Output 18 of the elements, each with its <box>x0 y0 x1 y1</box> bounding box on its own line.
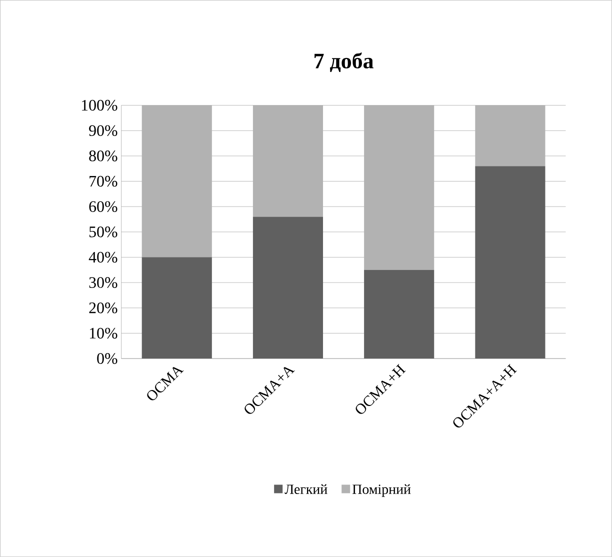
y-tick-label: 0% <box>97 353 118 364</box>
legend-label: Легкий <box>284 484 328 494</box>
legend-label: Помірний <box>352 484 411 497</box>
chart-title: 7 доба <box>314 52 374 72</box>
y-tick-label: 40% <box>88 252 118 263</box>
y-tick-label: 100% <box>82 100 118 111</box>
bar <box>252 216 324 359</box>
y-tick-label: 10% <box>90 328 118 339</box>
y-tick-label: 90% <box>89 125 118 136</box>
bar <box>142 257 212 359</box>
bar <box>364 270 434 359</box>
y-tick-label: 80% <box>89 150 118 162</box>
y-tick-label: 60% <box>89 201 118 212</box>
bar <box>475 166 546 359</box>
y-tick-label: 50% <box>89 226 118 238</box>
y-tick-label: 70% <box>90 176 118 187</box>
y-tick-label: 20% <box>89 302 118 314</box>
y-tick-label: 30% <box>89 277 118 288</box>
